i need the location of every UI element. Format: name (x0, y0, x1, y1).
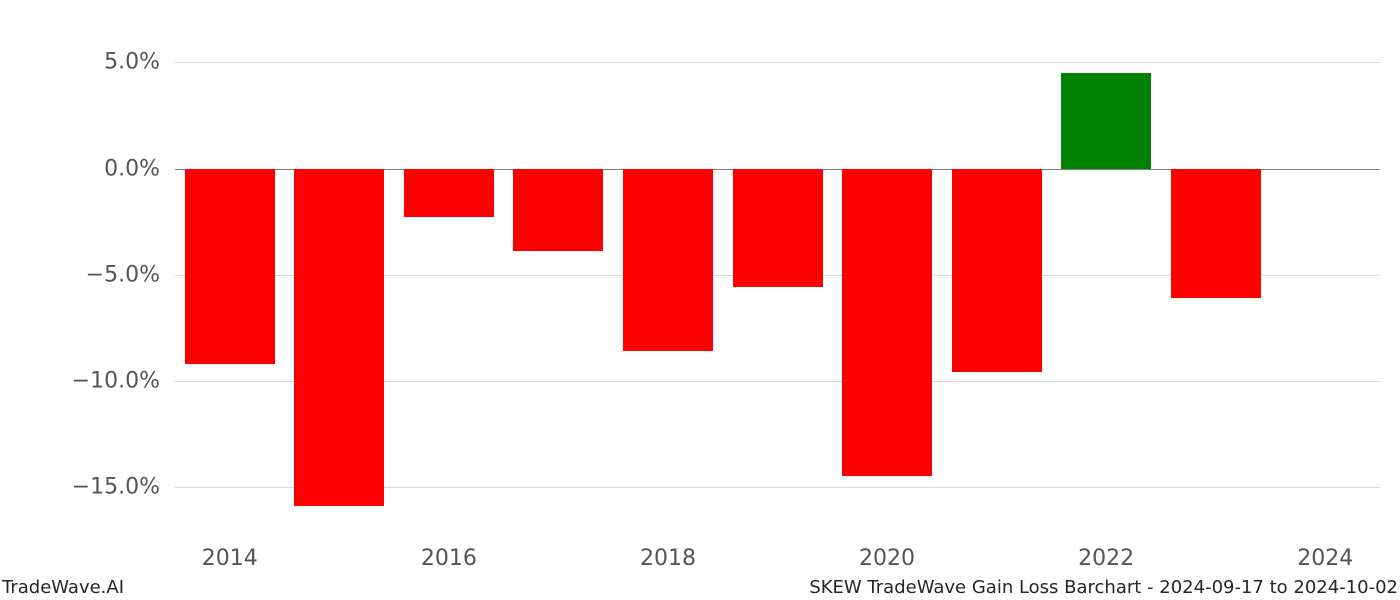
bar (1061, 73, 1151, 169)
x-tick-label: 2022 (1078, 546, 1134, 571)
bar (952, 169, 1042, 373)
gridline (175, 62, 1380, 63)
figure: TradeWave.AI SKEW TradeWave Gain Loss Ba… (0, 0, 1400, 600)
y-tick-label: −10.0% (0, 368, 160, 393)
footer-left-text: TradeWave.AI (2, 577, 124, 598)
y-tick-label: −15.0% (0, 474, 160, 499)
footer-right-text: SKEW TradeWave Gain Loss Barchart - 2024… (809, 577, 1398, 598)
x-tick-label: 2014 (202, 546, 258, 571)
bar (842, 169, 932, 477)
y-tick-label: 0.0% (0, 156, 160, 181)
bar (404, 169, 494, 218)
bar (1171, 169, 1261, 298)
y-tick-label: 5.0% (0, 50, 160, 75)
plot-area (175, 20, 1380, 540)
bar (185, 169, 275, 364)
bar (733, 169, 823, 288)
y-tick-label: −5.0% (0, 262, 160, 287)
x-tick-label: 2016 (421, 546, 477, 571)
x-tick-label: 2020 (859, 546, 915, 571)
x-tick-label: 2018 (640, 546, 696, 571)
x-tick-label: 2024 (1297, 546, 1353, 571)
bar (623, 169, 713, 352)
bar (294, 169, 384, 506)
bar (513, 169, 603, 252)
